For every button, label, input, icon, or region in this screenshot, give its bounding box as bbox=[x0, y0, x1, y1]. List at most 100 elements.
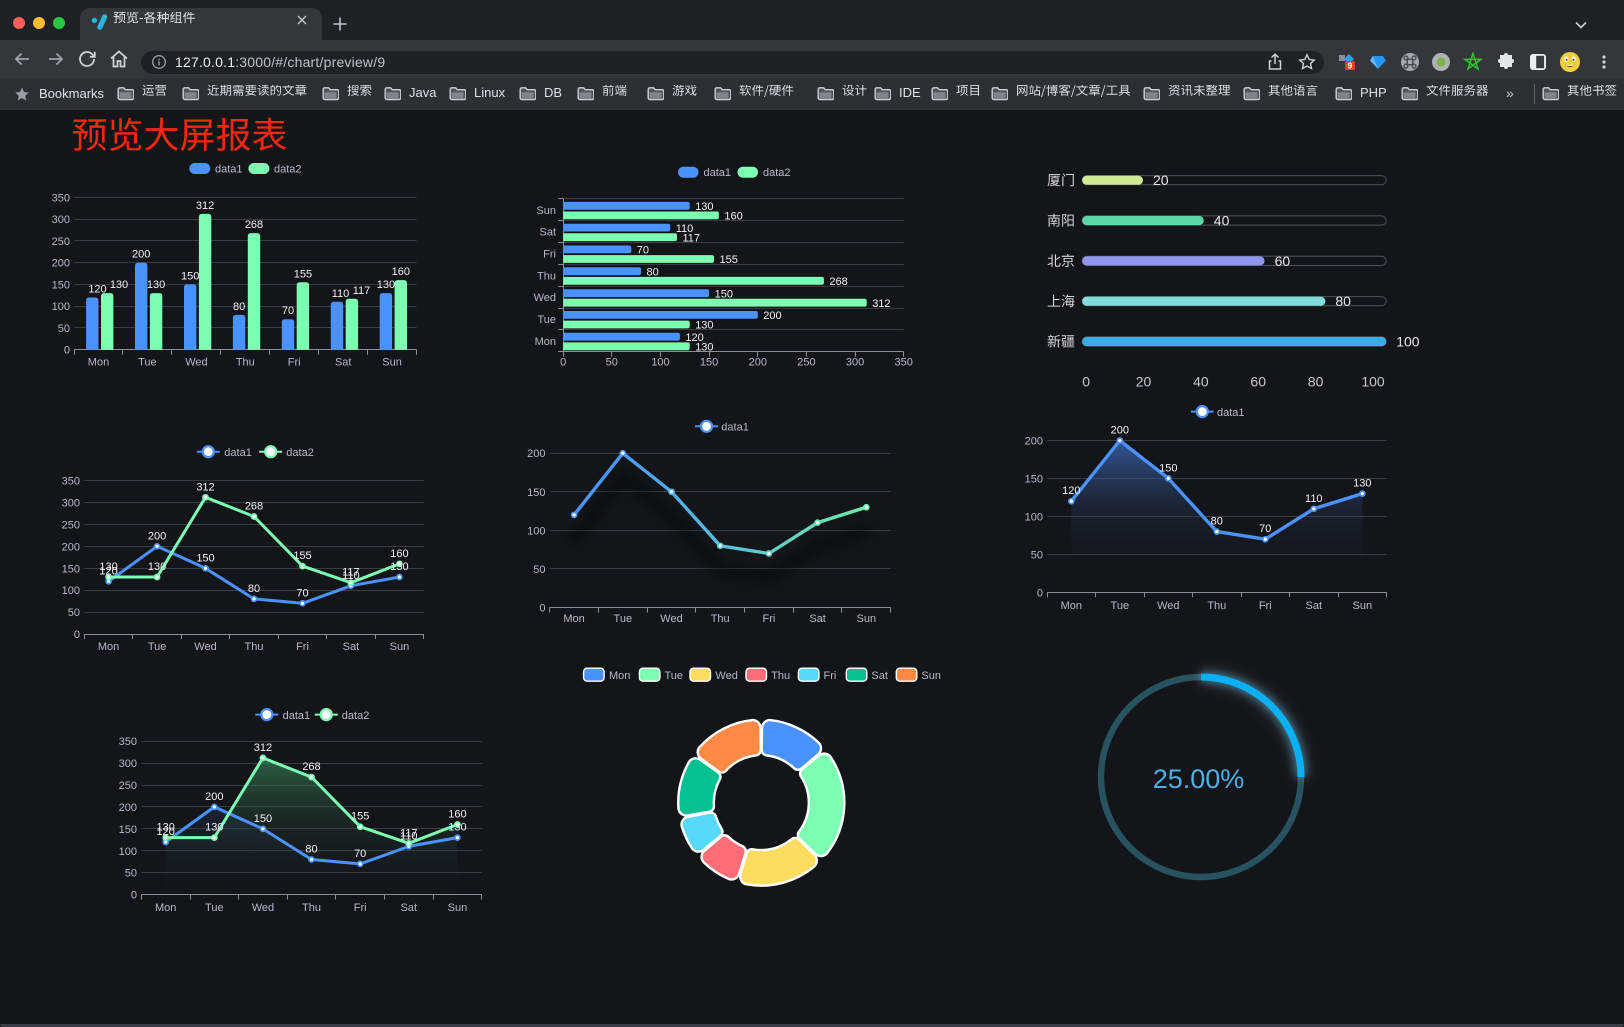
svg-text:100: 100 bbox=[651, 357, 669, 369]
svg-text:130: 130 bbox=[1353, 478, 1371, 490]
svg-text:80: 80 bbox=[1308, 374, 1324, 390]
svg-text:Sun: Sun bbox=[390, 641, 410, 653]
svg-text:Tue: Tue bbox=[1111, 600, 1130, 612]
svg-text:Mon: Mon bbox=[609, 670, 630, 682]
svg-text:Wed: Wed bbox=[194, 641, 216, 653]
svg-text:268: 268 bbox=[829, 276, 847, 288]
svg-text:data1: data1 bbox=[721, 422, 749, 434]
svg-text:Sun: Sun bbox=[921, 670, 941, 682]
svg-text:Mon: Mon bbox=[563, 613, 584, 625]
svg-text:Sat: Sat bbox=[1306, 600, 1323, 612]
svg-text:Sat: Sat bbox=[343, 641, 360, 653]
svg-text:Tue: Tue bbox=[138, 357, 157, 369]
svg-text:130: 130 bbox=[147, 279, 165, 291]
svg-text:Tue: Tue bbox=[537, 314, 556, 326]
svg-text:data1: data1 bbox=[215, 164, 243, 176]
svg-text:117: 117 bbox=[683, 232, 701, 244]
svg-text:100: 100 bbox=[1361, 374, 1385, 390]
svg-text:100: 100 bbox=[119, 846, 137, 858]
svg-text:150: 150 bbox=[1159, 462, 1177, 474]
svg-text:Wed: Wed bbox=[1157, 600, 1179, 612]
svg-text:130: 130 bbox=[695, 201, 713, 213]
svg-text:data2: data2 bbox=[274, 164, 302, 176]
svg-text:50: 50 bbox=[1031, 549, 1043, 561]
svg-text:120: 120 bbox=[99, 565, 117, 577]
svg-text:50: 50 bbox=[58, 323, 70, 335]
svg-text:268: 268 bbox=[302, 761, 320, 773]
svg-text:200: 200 bbox=[132, 249, 150, 261]
svg-text:Sat: Sat bbox=[335, 357, 352, 369]
svg-text:Tue: Tue bbox=[205, 902, 224, 914]
svg-text:Tue: Tue bbox=[148, 641, 167, 653]
svg-text:250: 250 bbox=[119, 780, 137, 792]
svg-text:155: 155 bbox=[351, 811, 369, 823]
svg-text:Mon: Mon bbox=[1061, 600, 1082, 612]
svg-text:110: 110 bbox=[342, 570, 360, 582]
svg-text:150: 150 bbox=[527, 487, 545, 499]
svg-text:70: 70 bbox=[282, 305, 294, 317]
svg-text:155: 155 bbox=[293, 550, 311, 562]
svg-text:200: 200 bbox=[527, 448, 545, 460]
svg-text:117: 117 bbox=[400, 827, 418, 839]
svg-text:Sun: Sun bbox=[448, 902, 468, 914]
svg-text:data1: data1 bbox=[224, 447, 252, 459]
svg-text:Thu: Thu bbox=[771, 670, 790, 682]
svg-text:100: 100 bbox=[62, 585, 80, 597]
svg-text:200: 200 bbox=[148, 530, 166, 542]
svg-text:150: 150 bbox=[700, 357, 718, 369]
svg-text:Tue: Tue bbox=[614, 613, 633, 625]
svg-text:0: 0 bbox=[64, 345, 70, 357]
svg-text:data2: data2 bbox=[286, 447, 314, 459]
svg-text:110: 110 bbox=[400, 830, 418, 842]
svg-text:200: 200 bbox=[205, 791, 223, 803]
svg-text:130: 130 bbox=[157, 822, 175, 834]
svg-text:data1: data1 bbox=[704, 167, 732, 179]
svg-text:150: 150 bbox=[52, 279, 70, 291]
svg-text:80: 80 bbox=[233, 301, 245, 313]
svg-text:Fri: Fri bbox=[354, 902, 367, 914]
svg-text:312: 312 bbox=[872, 298, 890, 310]
svg-text:350: 350 bbox=[895, 357, 913, 369]
svg-text:70: 70 bbox=[637, 245, 649, 257]
svg-text:312: 312 bbox=[196, 200, 214, 212]
svg-text:200: 200 bbox=[62, 541, 80, 553]
svg-text:120: 120 bbox=[685, 332, 703, 344]
svg-text:70: 70 bbox=[296, 587, 308, 599]
svg-text:Thu: Thu bbox=[711, 613, 730, 625]
svg-text:50: 50 bbox=[68, 607, 80, 619]
svg-text:Thu: Thu bbox=[302, 902, 321, 914]
svg-text:0: 0 bbox=[131, 890, 137, 902]
svg-text:250: 250 bbox=[797, 357, 815, 369]
svg-text:0: 0 bbox=[1037, 587, 1043, 599]
svg-text:130: 130 bbox=[695, 320, 713, 332]
svg-text:350: 350 bbox=[62, 476, 80, 488]
svg-text:268: 268 bbox=[245, 501, 263, 513]
svg-text:150: 150 bbox=[119, 824, 137, 836]
svg-text:150: 150 bbox=[715, 288, 733, 300]
svg-text:100: 100 bbox=[1025, 511, 1043, 523]
svg-text:80: 80 bbox=[647, 266, 659, 278]
svg-text:Sun: Sun bbox=[857, 613, 877, 625]
svg-text:200: 200 bbox=[119, 802, 137, 814]
svg-text:60: 60 bbox=[1275, 253, 1291, 269]
svg-text:80: 80 bbox=[1211, 516, 1223, 528]
svg-text:Fri: Fri bbox=[288, 357, 301, 369]
svg-text:130: 130 bbox=[205, 822, 223, 834]
svg-text:Sat: Sat bbox=[539, 227, 556, 239]
svg-text:50: 50 bbox=[533, 564, 545, 576]
svg-text:Fri: Fri bbox=[296, 641, 309, 653]
svg-text:Wed: Wed bbox=[252, 902, 274, 914]
svg-text:155: 155 bbox=[294, 268, 312, 280]
svg-text:110: 110 bbox=[1305, 493, 1323, 505]
svg-text:Mon: Mon bbox=[535, 336, 556, 348]
svg-text:100: 100 bbox=[1396, 334, 1420, 350]
svg-text:0: 0 bbox=[1082, 374, 1090, 390]
svg-text:160: 160 bbox=[724, 211, 742, 223]
svg-text:350: 350 bbox=[52, 192, 70, 204]
svg-text:200: 200 bbox=[1025, 436, 1043, 448]
svg-text:data1: data1 bbox=[283, 710, 311, 722]
svg-text:130: 130 bbox=[695, 342, 713, 354]
svg-text:250: 250 bbox=[52, 236, 70, 248]
svg-text:200: 200 bbox=[52, 258, 70, 270]
svg-text:150: 150 bbox=[62, 563, 80, 575]
